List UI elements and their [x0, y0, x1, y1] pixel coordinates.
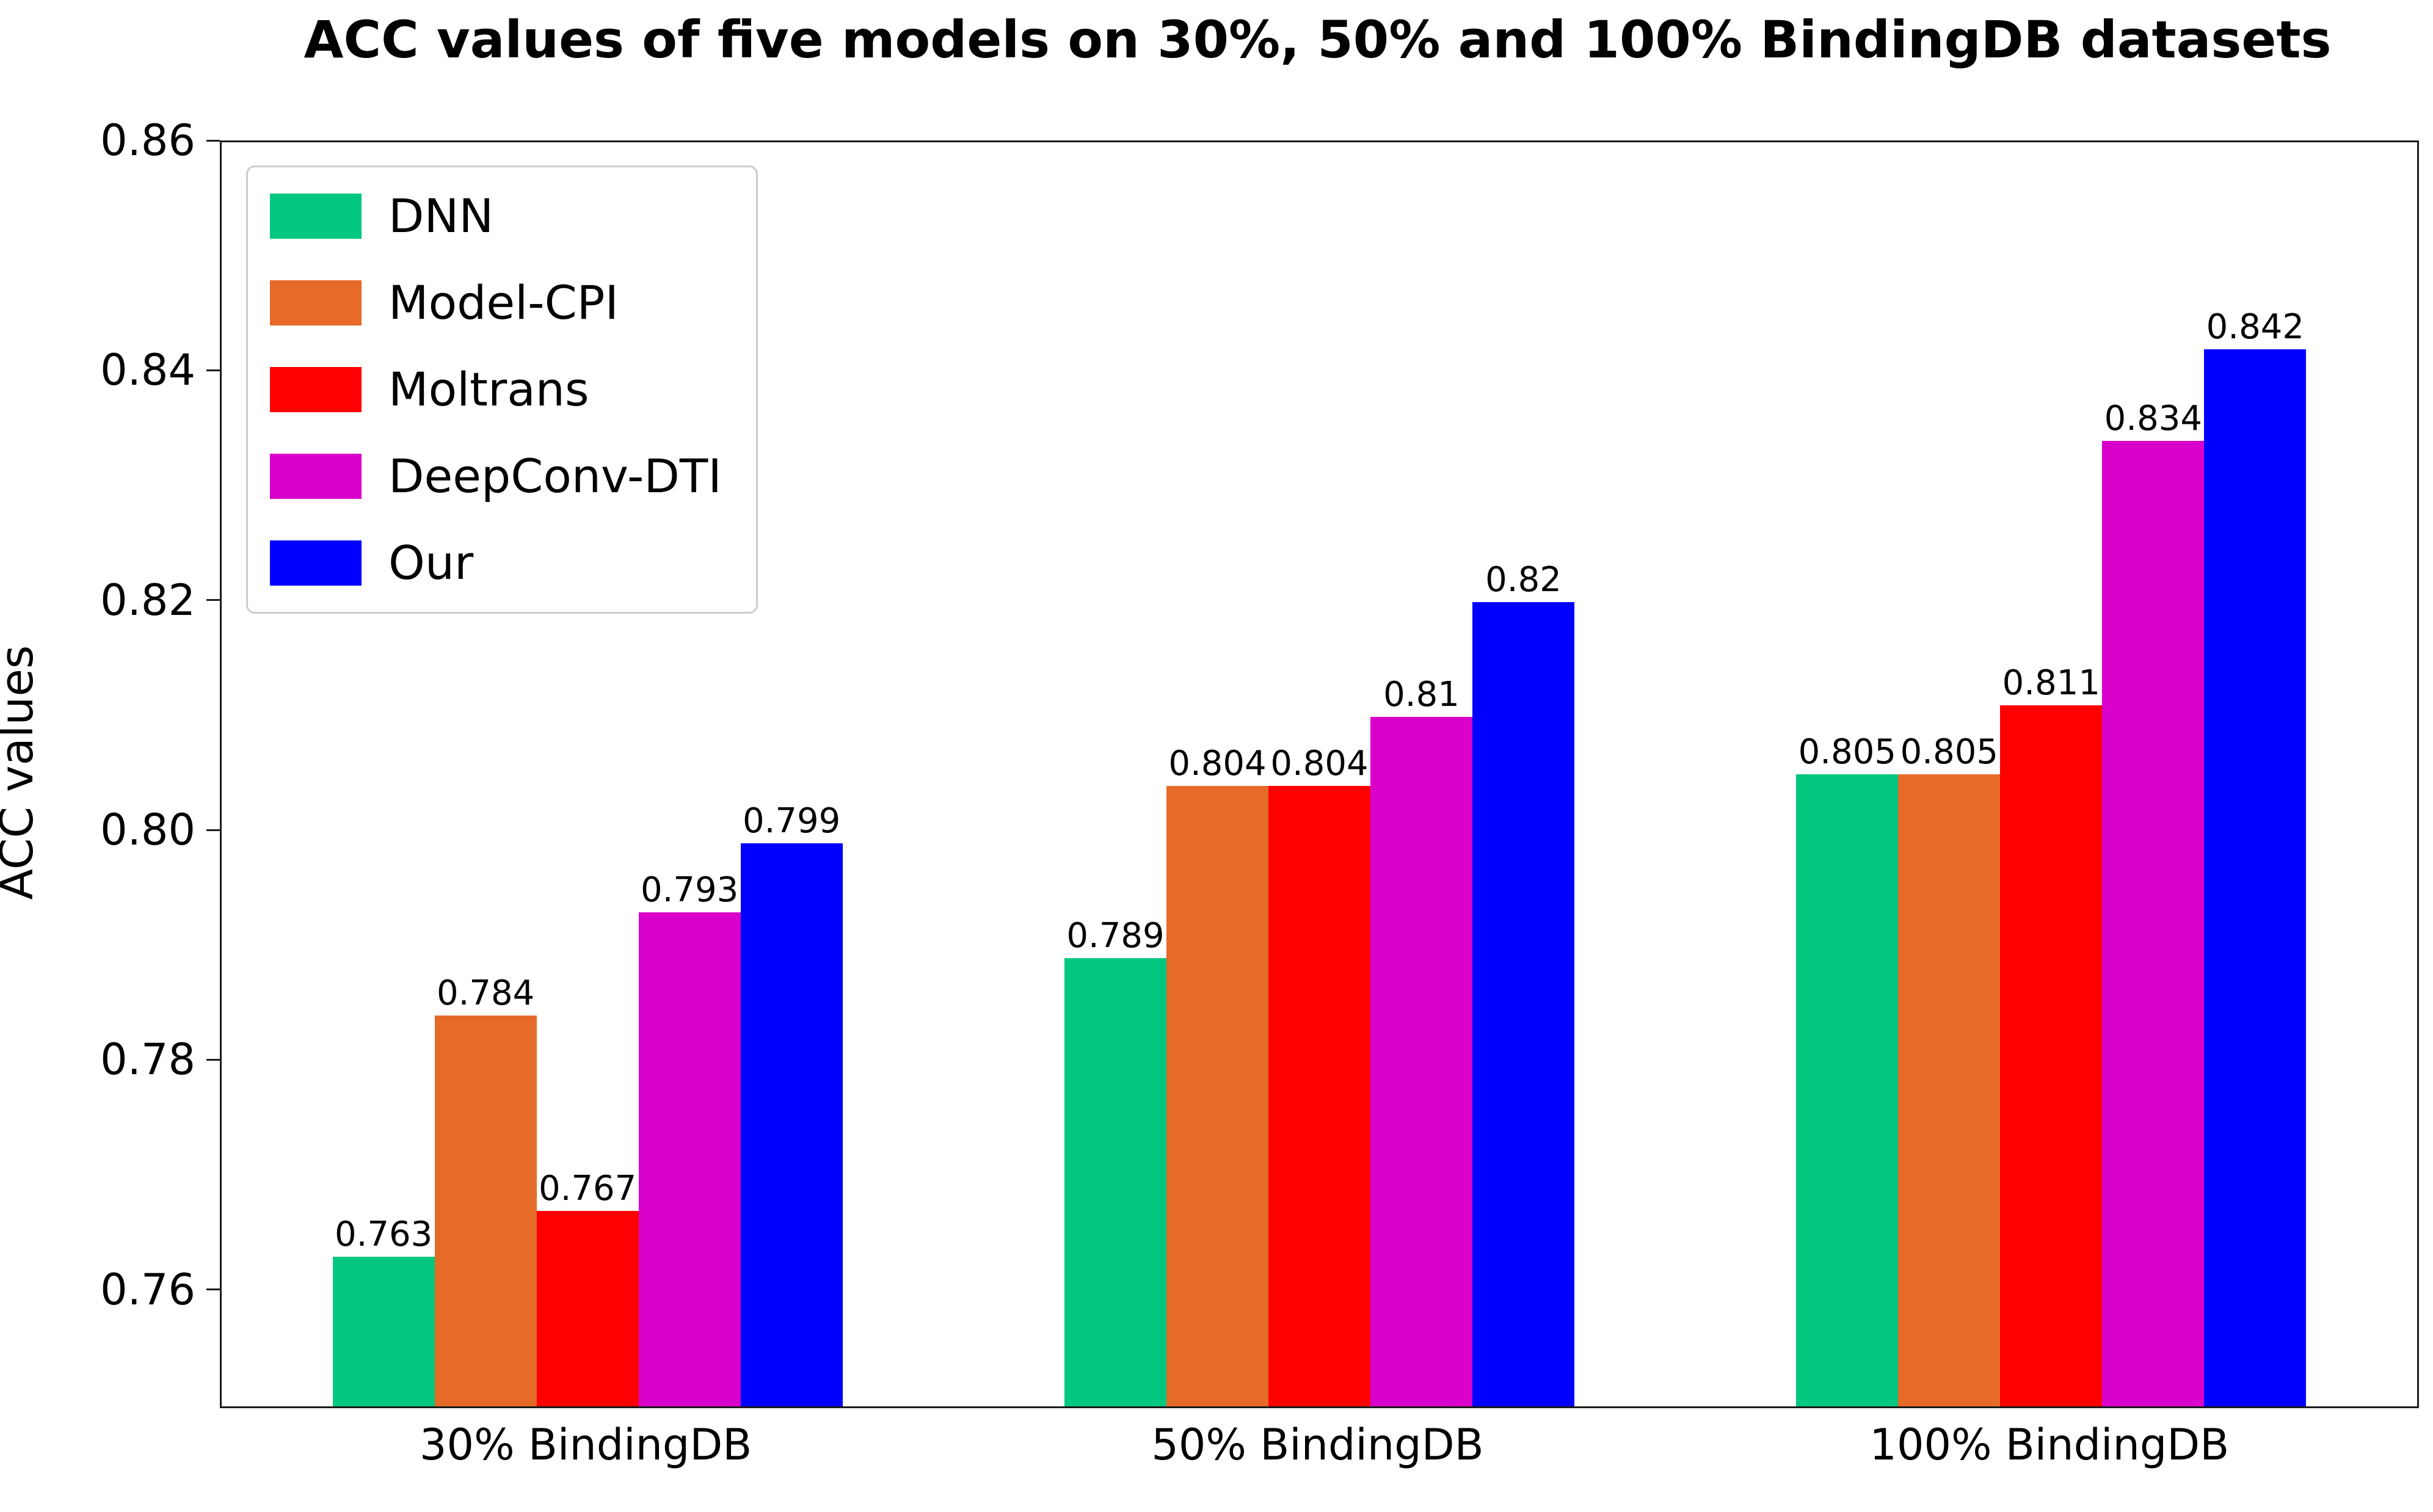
- y-tick-mark: [206, 139, 220, 142]
- bar-value-label: 0.81: [1383, 674, 1460, 714]
- bar-moltrans-50%: [1268, 785, 1370, 1406]
- y-tick-mark: [206, 829, 220, 831]
- legend-label: Model-CPI: [388, 275, 619, 330]
- bar-dnn-100%: [1796, 774, 1899, 1406]
- legend-swatch: [270, 367, 362, 412]
- legend-label: Our: [388, 536, 474, 590]
- bar-value-label: 0.82: [1485, 559, 1562, 600]
- bar-value-label: 0.767: [538, 1169, 637, 1209]
- y-tick-mark: [206, 599, 220, 602]
- y-axis-label: ACC values: [0, 645, 43, 900]
- y-tick-label: 0.80: [100, 805, 195, 856]
- bar-model-cpi-30%: [434, 1016, 537, 1406]
- legend-item-model-cpi: Model-CPI: [270, 275, 722, 331]
- legend-item-moltrans: Moltrans: [270, 362, 722, 418]
- bar-value-label: 0.811: [2002, 663, 2100, 703]
- legend-swatch: [270, 280, 362, 325]
- legend-label: Moltrans: [388, 362, 589, 416]
- bar-our-50%: [1472, 602, 1574, 1406]
- bar-value-label: 0.763: [334, 1215, 433, 1255]
- legend-label: DeepConv-DTI: [388, 449, 722, 503]
- y-tick-mark: [206, 1288, 220, 1291]
- x-category-label: 50% BindingDB: [1151, 1420, 1484, 1470]
- bar-value-label: 0.805: [1798, 732, 1896, 772]
- y-tick-label: 0.76: [100, 1264, 195, 1315]
- bar-deepconv-dti-30%: [638, 912, 741, 1406]
- y-tick-label: 0.84: [100, 345, 195, 396]
- chart-title: ACC values of five models on 30%, 50% an…: [304, 10, 2332, 70]
- bar-value-label: 0.834: [2104, 399, 2202, 439]
- legend-label: DNN: [388, 189, 494, 243]
- bar-value-label: 0.805: [1900, 732, 1998, 772]
- bar-our-100%: [2204, 349, 2307, 1406]
- bar-value-label: 0.799: [742, 801, 841, 841]
- plot-area: DNN Model-CPI Moltrans DeepConv-DTI Our 0.76…: [220, 140, 2419, 1408]
- legend-swatch: [270, 194, 362, 239]
- legend-swatch: [270, 540, 362, 586]
- bar-our-30%: [740, 843, 843, 1406]
- x-category-label: 100% BindingDB: [1869, 1420, 2230, 1470]
- x-category-label: 30% BindingDB: [420, 1420, 752, 1470]
- y-tick-mark: [206, 369, 220, 371]
- bar-value-label: 0.804: [1270, 743, 1369, 783]
- legend-item-dnn: DNN: [270, 188, 722, 244]
- bar-value-label: 0.804: [1168, 743, 1267, 783]
- bar-model-cpi-50%: [1166, 785, 1268, 1406]
- bar-deepconv-dti-50%: [1370, 716, 1472, 1406]
- bar-value-label: 0.789: [1066, 916, 1165, 956]
- bar-moltrans-30%: [536, 1211, 639, 1406]
- bar-value-label: 0.784: [436, 973, 535, 1014]
- legend-swatch: [270, 454, 362, 499]
- y-tick-label: 0.78: [100, 1034, 195, 1085]
- bar-model-cpi-100%: [1898, 774, 2001, 1406]
- y-tick-label: 0.82: [100, 575, 195, 625]
- bar-value-label: 0.793: [640, 870, 739, 910]
- bar-deepconv-dti-100%: [2102, 441, 2205, 1406]
- bar-dnn-30%: [332, 1257, 435, 1406]
- bar-value-label: 0.842: [2206, 307, 2304, 347]
- y-tick-mark: [206, 1058, 220, 1061]
- bar-moltrans-100%: [2000, 705, 2103, 1406]
- legend-item-deepconv-dti: DeepConv-DTI: [270, 448, 722, 504]
- legend-item-our: Our: [270, 535, 722, 591]
- bar-dnn-50%: [1064, 958, 1166, 1406]
- y-tick-label: 0.86: [100, 115, 195, 165]
- legend: DNN Model-CPI Moltrans DeepConv-DTI Our: [246, 165, 758, 614]
